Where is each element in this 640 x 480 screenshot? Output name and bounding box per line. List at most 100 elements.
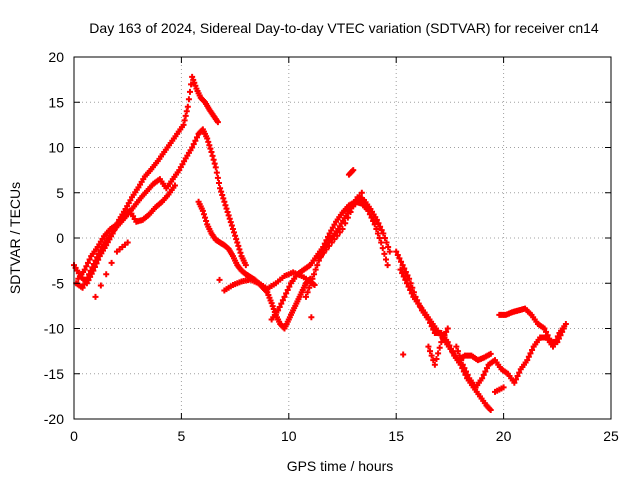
series-track-o	[92, 239, 507, 395]
data-point	[511, 379, 518, 386]
data-point	[318, 253, 325, 260]
data-point	[325, 233, 332, 240]
data-point	[546, 335, 553, 342]
data-point	[204, 135, 211, 142]
data-point	[400, 273, 407, 280]
series-track-i	[345, 167, 357, 178]
data-point	[306, 284, 313, 291]
data-point	[356, 193, 363, 200]
data-point	[386, 248, 393, 255]
data-point	[398, 258, 405, 265]
data-point	[314, 262, 321, 269]
data-point	[352, 199, 359, 206]
x-tick-label: 15	[388, 428, 404, 444]
data-point	[223, 205, 230, 212]
data-point	[463, 368, 470, 375]
x-tick-label: 0	[70, 428, 78, 444]
data-point	[180, 121, 187, 128]
series-track-b	[73, 126, 249, 291]
data-point	[200, 211, 207, 218]
data-point	[382, 256, 389, 263]
data-point	[222, 202, 229, 209]
data-point	[373, 225, 380, 232]
data-point	[228, 222, 235, 229]
series-track-k	[397, 266, 494, 364]
data-point	[192, 137, 199, 144]
data-point	[326, 242, 333, 249]
grid-layer	[74, 57, 611, 419]
data-point	[380, 230, 387, 237]
data-point	[212, 164, 219, 171]
series-track-e	[221, 269, 318, 294]
data-point	[225, 212, 232, 219]
data-point	[350, 203, 357, 210]
data-point	[385, 244, 392, 251]
data-point	[315, 257, 322, 264]
data-point	[354, 196, 361, 203]
data-point	[320, 249, 327, 256]
y-axis-label: SDTVAR / TECUs	[7, 182, 23, 294]
data-point	[527, 350, 534, 357]
data-point	[336, 229, 343, 236]
data-point	[95, 250, 102, 257]
data-point	[81, 266, 88, 273]
data-point	[438, 339, 445, 346]
x-tick-label: 10	[281, 428, 297, 444]
data-point	[399, 270, 406, 277]
data-point	[461, 365, 468, 372]
data-point	[183, 108, 190, 115]
series-track-n	[425, 325, 451, 368]
data-point	[214, 174, 221, 181]
y-tick-label: 15	[48, 94, 64, 110]
data-point	[237, 249, 244, 256]
data-point	[181, 117, 188, 124]
data-point	[311, 271, 318, 278]
data-point	[108, 259, 115, 266]
y-tick-label: -20	[44, 411, 64, 427]
data-point	[193, 134, 200, 141]
series-track-m	[496, 305, 567, 346]
data-point	[86, 256, 93, 263]
data-point	[358, 189, 365, 196]
data-point	[218, 188, 225, 195]
data-point	[220, 195, 227, 202]
data-point	[331, 236, 338, 243]
data-point	[516, 369, 523, 376]
data-point	[81, 281, 88, 288]
axis-ticks: 0 5 10 15 20 25 -20 -15 -10 -5 0 5 10 15 20	[44, 49, 619, 444]
data-point	[557, 332, 564, 339]
data-point	[403, 280, 410, 287]
data-point	[479, 375, 486, 382]
data-point	[444, 325, 451, 332]
data-point	[226, 215, 233, 222]
data-point	[406, 275, 413, 282]
data-point	[407, 287, 414, 294]
data-point	[236, 246, 243, 253]
data-point	[500, 384, 507, 391]
data-point	[312, 266, 319, 273]
data-point	[284, 287, 291, 294]
data-point	[92, 293, 99, 300]
data-point	[373, 216, 380, 223]
y-tick-label: 5	[56, 185, 64, 201]
data-point	[311, 282, 318, 289]
data-points-layer	[71, 73, 569, 413]
data-point	[393, 248, 400, 255]
data-point	[480, 371, 487, 378]
data-point	[83, 263, 90, 270]
data-point	[464, 371, 471, 378]
data-point	[439, 335, 446, 342]
data-point	[443, 328, 450, 335]
data-point	[400, 351, 407, 358]
data-point	[514, 373, 521, 380]
data-point	[84, 274, 91, 281]
data-point	[428, 352, 435, 359]
data-point	[399, 262, 406, 269]
data-point	[214, 119, 221, 126]
data-point	[554, 339, 561, 346]
data-point	[402, 276, 409, 283]
data-point	[213, 169, 220, 176]
data-point	[431, 361, 438, 368]
data-point	[209, 152, 216, 159]
data-point	[210, 156, 217, 163]
